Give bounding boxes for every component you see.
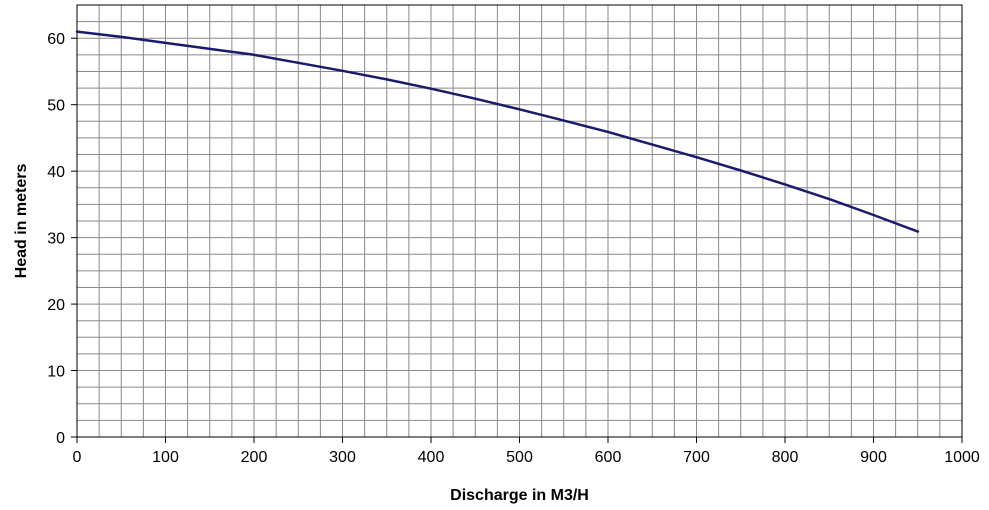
y-tick-label: 0 — [56, 430, 65, 447]
x-tick-label: 900 — [860, 449, 887, 466]
x-tick-label: 600 — [595, 449, 622, 466]
series-layer — [75, 30, 920, 233]
x-tick-label: 1000 — [944, 449, 980, 466]
y-tick-label: 20 — [47, 297, 65, 314]
y-tick-label: 60 — [47, 31, 65, 48]
y-tick-label: 50 — [47, 98, 65, 115]
y-axis-label: Head in meters — [13, 164, 30, 279]
x-tick-label: 200 — [241, 449, 268, 466]
y-tick-label: 40 — [47, 164, 65, 181]
y-tick-label: 10 — [47, 364, 65, 381]
head-curve — [75, 30, 920, 233]
grid — [76, 4, 963, 438]
y-axis: 0 10 20 30 40 50 60 — [47, 31, 77, 447]
x-tick-label: 800 — [772, 449, 799, 466]
x-tick-label: 500 — [506, 449, 533, 466]
x-tick-label: 100 — [152, 449, 179, 466]
x-tick-label: 0 — [73, 449, 82, 466]
x-axis: 0 100 200 300 400 500 600 700 800 900 1000 — [73, 437, 980, 466]
x-tick-label: 400 — [418, 449, 445, 466]
x-axis-label: Discharge in M3/H — [450, 487, 589, 504]
x-tick-label: 300 — [329, 449, 356, 466]
y-tick-label: 30 — [47, 231, 65, 248]
x-tick-label: 700 — [683, 449, 710, 466]
